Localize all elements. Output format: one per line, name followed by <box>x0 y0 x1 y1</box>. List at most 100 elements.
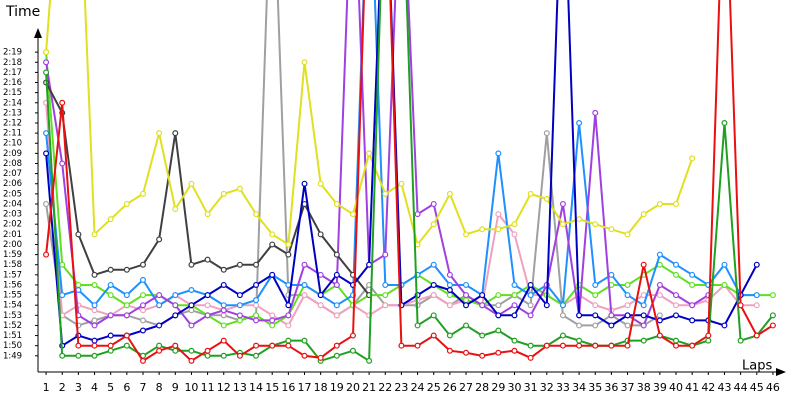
x-tick-label: 27 <box>459 381 473 394</box>
series-point <box>139 357 146 364</box>
series-point <box>608 226 615 233</box>
series-point <box>253 261 260 268</box>
series-point <box>721 119 728 126</box>
series-point <box>91 281 98 288</box>
series-point <box>220 281 227 288</box>
series-point <box>91 352 98 359</box>
series-point <box>576 216 583 223</box>
series-point <box>139 261 146 268</box>
series-point <box>366 261 373 268</box>
x-tick-label: 21 <box>362 381 376 394</box>
series-point <box>414 322 421 329</box>
series-point <box>269 271 276 278</box>
series-point <box>640 261 647 268</box>
series-point <box>285 302 292 309</box>
x-tick-label: 26 <box>443 381 457 394</box>
series-point <box>91 302 98 309</box>
x-tick-label: 6 <box>123 381 130 394</box>
series-point <box>91 307 98 314</box>
series-point <box>463 302 470 309</box>
series-point <box>608 322 615 329</box>
series-point <box>527 354 534 361</box>
series-point <box>188 302 195 309</box>
series-point <box>59 160 66 167</box>
x-tick-label: 2 <box>59 381 66 394</box>
series-point <box>543 130 550 137</box>
series-point <box>592 221 599 228</box>
series-point <box>91 231 98 238</box>
series-point <box>592 292 599 299</box>
x-tick-label: 20 <box>346 381 360 394</box>
series-point <box>624 312 631 319</box>
series-point <box>139 327 146 334</box>
series-point <box>673 302 680 309</box>
series-point <box>139 307 146 314</box>
x-axis-label: Laps <box>742 359 772 374</box>
x-tick-label: 44 <box>734 381 748 394</box>
series-point <box>91 271 98 278</box>
series-point <box>673 312 680 319</box>
series-point <box>446 332 453 339</box>
series-point <box>640 211 647 218</box>
x-tick-label: 34 <box>572 381 586 394</box>
series-point <box>123 342 130 349</box>
series-point <box>592 302 599 309</box>
series-point <box>91 322 98 329</box>
series-point <box>721 261 728 268</box>
series-point <box>75 342 82 349</box>
series-point <box>107 347 114 354</box>
series-point <box>446 292 453 299</box>
series-point <box>43 130 50 137</box>
x-tick-label: 43 <box>717 381 731 394</box>
series-point <box>446 302 453 309</box>
series-point <box>317 231 324 238</box>
series-point <box>608 342 615 349</box>
series-point <box>301 352 308 359</box>
plot-area <box>43 0 776 364</box>
series-point <box>43 69 50 76</box>
y-tick-label: 1:49 <box>3 351 22 361</box>
series-point <box>495 327 502 334</box>
x-tick-label: 9 <box>172 381 179 394</box>
series-point <box>107 332 114 339</box>
series-point <box>608 312 615 319</box>
series-point <box>236 292 243 299</box>
x-tick-label: 3 <box>75 381 82 394</box>
y-tick-label: 1:58 <box>3 260 22 270</box>
series-point <box>559 312 566 319</box>
series-point <box>75 281 82 288</box>
series-point <box>576 342 583 349</box>
series-point <box>188 261 195 268</box>
series-point <box>753 332 760 339</box>
series-point <box>107 216 114 223</box>
series-point <box>446 347 453 354</box>
series-point <box>301 337 308 344</box>
x-tick-label: 19 <box>330 381 344 394</box>
series-point <box>446 281 453 288</box>
series-point <box>382 190 389 197</box>
series-point <box>220 302 227 309</box>
series-point <box>253 211 260 218</box>
x-tick-label: 39 <box>653 381 667 394</box>
series-point <box>527 281 534 288</box>
series-point <box>592 312 599 319</box>
series-point <box>317 302 324 309</box>
series-point <box>156 292 163 299</box>
series-point <box>446 271 453 278</box>
series-point <box>495 349 502 356</box>
y-tick-label: 2:05 <box>3 189 22 199</box>
series-point <box>479 292 486 299</box>
series-point <box>236 302 243 309</box>
series-point <box>123 312 130 319</box>
series-point <box>43 59 50 66</box>
series-point <box>753 292 760 299</box>
series-point <box>139 302 146 309</box>
x-tick-label: 36 <box>604 381 618 394</box>
series-point <box>75 231 82 238</box>
series-point <box>430 292 437 299</box>
series-point <box>640 322 647 329</box>
y-axis-arrow <box>34 28 42 38</box>
series-point <box>382 281 389 288</box>
series-point <box>317 292 324 299</box>
series-point <box>285 312 292 319</box>
